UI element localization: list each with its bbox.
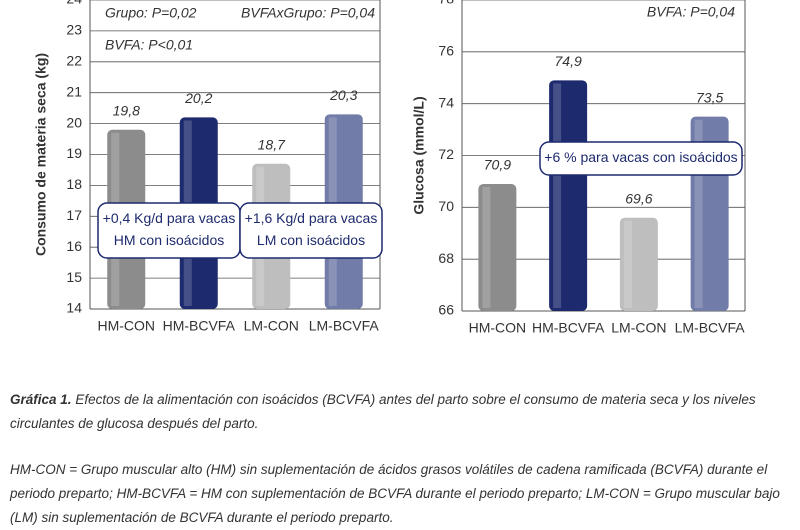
value-label: 20,2	[184, 90, 212, 106]
value-label: 19,8	[113, 102, 140, 118]
bar-highlight	[623, 220, 632, 308]
annotation: BVFAxGrupo: P=0,04	[241, 5, 375, 21]
note: HM-CON = Grupo muscular alto (HM) sin su…	[10, 462, 780, 525]
bar-highlight	[482, 187, 491, 308]
y-tick-label: 76	[438, 43, 454, 59]
callout-text: +1,6 Kg/d para vacas	[245, 210, 378, 226]
x-tick-label: LM-BCVFA	[675, 320, 746, 336]
x-tick-label: LM-CON	[244, 318, 299, 334]
y-tick-label: 68	[438, 250, 454, 266]
y-tick-label: 24	[66, 0, 82, 7]
y-tick-label: 72	[438, 146, 454, 162]
x-tick-label: LM-BCVFA	[309, 318, 380, 334]
value-label: 20,3	[329, 87, 357, 103]
callout-text: +0,4 Kg/d para vacas	[103, 210, 236, 226]
caption-title: Gráfica 1.	[10, 392, 72, 407]
y-tick-label: 14	[66, 300, 82, 316]
charts: 14 15 16 17 18 19 20 21 22 23 24 Consumo de materia…	[33, 0, 746, 336]
x-tick-label: HM-BCVFA	[532, 320, 605, 336]
annotation: Grupo: P=0,02	[105, 5, 197, 21]
x-tick-label: HM-CON	[469, 320, 527, 336]
y-tick-label: 66	[438, 302, 454, 318]
y-tick-label: 16	[66, 238, 82, 254]
callout-box	[539, 141, 743, 176]
y-axis-label: Glucosa (mmol/L)	[411, 96, 427, 214]
value-label: 69,6	[625, 190, 652, 206]
annotation: BVFA: P<0,01	[105, 37, 193, 53]
caption-text: Efectos de la alimentación con isoácidos…	[10, 392, 756, 431]
y-tick-label: 19	[66, 145, 82, 161]
y-tick-label: 22	[66, 53, 82, 69]
x-tick-label: LM-CON	[611, 320, 666, 336]
y-tick-label: 23	[66, 22, 82, 38]
y-tick-label: 70	[438, 198, 454, 214]
y-tick-label: 17	[66, 207, 82, 223]
bar	[549, 80, 588, 311]
callout-box	[239, 202, 383, 259]
bar	[619, 217, 658, 311]
callout-text: HM con isoácidos	[114, 232, 225, 248]
value-label: 73,5	[696, 89, 723, 105]
value-label: 18,7	[258, 136, 286, 152]
bar-highlight	[553, 83, 562, 308]
value-label: 74,9	[555, 53, 582, 69]
x-tick-label: HM-CON	[97, 318, 155, 334]
y-tick-label: 21	[66, 83, 82, 99]
annotation: BVFA: P=0,04	[647, 4, 735, 20]
x-tick-label: HM-BCVFA	[163, 318, 236, 334]
y-axis-label: Consumo de materia seca (kg)	[33, 53, 49, 256]
callout-text: LM con isoácidos	[257, 232, 365, 248]
bar	[478, 184, 517, 311]
y-tick-label: 78	[438, 0, 454, 7]
caption: Gráfica 1. Efectos de la alimentación co…	[10, 388, 790, 436]
page: 14 15 16 17 18 19 20 21 22 23 24 Consumo de materia…	[10, 0, 790, 525]
y-tick-label: 15	[66, 269, 82, 285]
bar-highlight	[694, 119, 703, 308]
y-tick-label: 74	[438, 94, 454, 110]
callout-text: +6 % para vacas con isoácidos	[544, 149, 737, 165]
y-tick-label: 18	[66, 176, 82, 192]
y-tick-label: 20	[66, 114, 82, 130]
value-label: 70,9	[484, 157, 511, 173]
